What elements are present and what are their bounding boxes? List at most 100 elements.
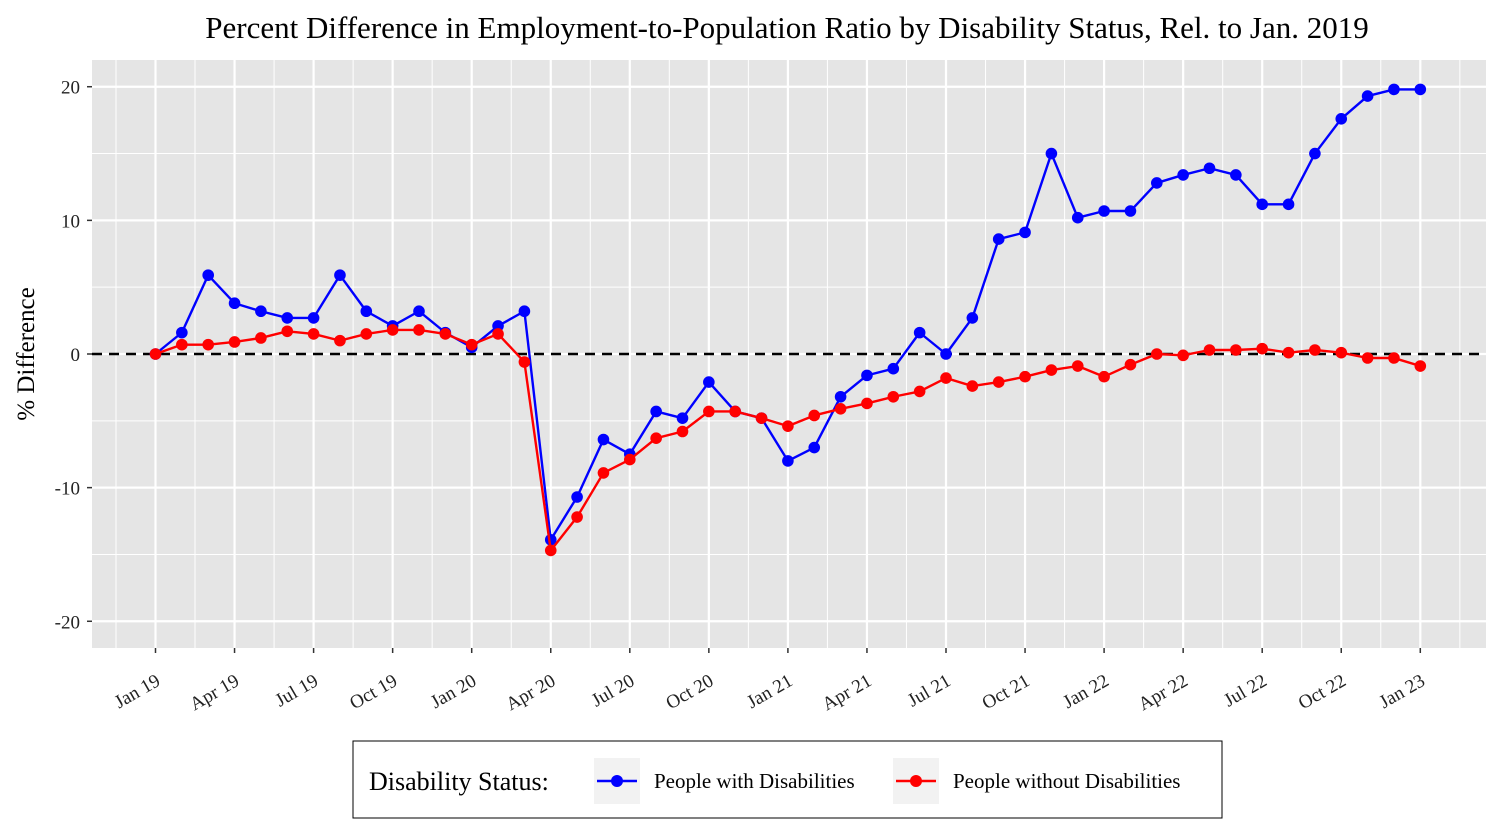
data-point bbox=[676, 425, 689, 438]
legend-label-with-disabilities: People with Disabilities bbox=[654, 769, 855, 793]
data-point bbox=[913, 326, 926, 339]
data-point bbox=[1019, 370, 1031, 383]
data-point bbox=[202, 338, 214, 351]
data-point bbox=[307, 312, 320, 324]
data-point bbox=[703, 376, 715, 388]
data-point bbox=[149, 348, 162, 360]
x-tick-label: Jan 23 bbox=[1376, 670, 1429, 713]
data-point bbox=[1388, 352, 1400, 364]
data-point bbox=[1045, 147, 1058, 160]
data-point bbox=[1256, 198, 1268, 211]
data-point bbox=[650, 432, 662, 444]
data-point bbox=[1203, 162, 1216, 175]
data-point bbox=[966, 312, 979, 324]
y-tick-label: 0 bbox=[71, 345, 81, 366]
data-point bbox=[887, 362, 900, 375]
data-point bbox=[1071, 360, 1084, 372]
data-point bbox=[1045, 364, 1058, 376]
data-point bbox=[1335, 113, 1348, 125]
x-tick-label: Oct 21 bbox=[979, 670, 1034, 714]
data-point bbox=[334, 269, 346, 281]
data-point bbox=[966, 380, 979, 392]
data-point bbox=[1414, 360, 1427, 372]
series-with-disabilities bbox=[149, 83, 1427, 546]
legend-key-point-with-disabilities bbox=[611, 775, 623, 787]
data-point bbox=[861, 369, 873, 382]
data-point bbox=[1282, 198, 1295, 211]
data-point bbox=[255, 332, 267, 344]
data-point bbox=[1124, 358, 1137, 371]
y-tick-label: -10 bbox=[55, 479, 80, 500]
data-point bbox=[808, 441, 821, 454]
legend-key-point-without-disabilities bbox=[910, 775, 922, 787]
data-point bbox=[755, 412, 768, 424]
data-point bbox=[228, 336, 241, 348]
x-tick-label: Apr 22 bbox=[1135, 670, 1192, 715]
data-point bbox=[1335, 346, 1348, 359]
data-point bbox=[492, 328, 504, 340]
data-point bbox=[1230, 169, 1242, 181]
chart-title: Percent Difference in Employment-to-Popu… bbox=[205, 10, 1368, 45]
data-point bbox=[1282, 346, 1295, 359]
data-point bbox=[676, 412, 689, 424]
data-point bbox=[281, 312, 294, 324]
data-point bbox=[1098, 205, 1110, 217]
data-point bbox=[1177, 349, 1189, 362]
data-point bbox=[202, 269, 214, 281]
data-point bbox=[1361, 90, 1374, 102]
data-point bbox=[940, 348, 952, 360]
data-point bbox=[624, 453, 636, 466]
y-axis-title: % Difference bbox=[13, 287, 40, 420]
data-point bbox=[782, 455, 794, 467]
x-axis: Jan 19 Apr 19 Jul 19 Oct 19 Jan 20 Apr 20 Jul … bbox=[111, 648, 1429, 715]
x-tick-label: Apr 20 bbox=[503, 670, 560, 715]
data-point bbox=[255, 305, 267, 318]
data-point bbox=[913, 385, 926, 398]
x-tick-label: Apr 21 bbox=[819, 670, 876, 715]
data-point bbox=[1098, 370, 1110, 383]
x-tick-label: Jul 19 bbox=[272, 670, 322, 711]
data-point bbox=[413, 324, 425, 336]
x-tick-label: Jul 21 bbox=[904, 670, 954, 711]
data-point bbox=[597, 433, 610, 446]
legend-label-without-disabilities: People without Disabilities bbox=[953, 769, 1180, 793]
data-point bbox=[413, 305, 425, 318]
data-point bbox=[597, 467, 610, 479]
data-point bbox=[1124, 205, 1137, 217]
data-point bbox=[782, 420, 794, 432]
data-point bbox=[729, 405, 741, 418]
series-without-disabilities bbox=[149, 324, 1427, 557]
data-point bbox=[1203, 344, 1216, 356]
data-point bbox=[1388, 83, 1400, 96]
data-point bbox=[360, 328, 373, 340]
data-point bbox=[307, 328, 320, 340]
data-point bbox=[1071, 211, 1084, 224]
data-point bbox=[1309, 344, 1321, 356]
data-point bbox=[808, 409, 821, 422]
data-point bbox=[1177, 169, 1189, 181]
data-point bbox=[386, 324, 399, 336]
data-point bbox=[992, 376, 1005, 388]
data-point bbox=[281, 325, 294, 338]
x-tick-label: Jan 21 bbox=[743, 670, 796, 713]
data-point bbox=[650, 405, 662, 418]
data-point bbox=[861, 397, 873, 410]
legend-frame bbox=[352, 740, 1223, 819]
data-point bbox=[940, 372, 952, 384]
series-layer bbox=[149, 83, 1427, 557]
x-tick-label: Jul 20 bbox=[588, 670, 638, 711]
data-point bbox=[571, 491, 583, 503]
x-tick-label: Oct 20 bbox=[662, 670, 717, 714]
data-point bbox=[703, 405, 715, 418]
data-point bbox=[360, 305, 373, 318]
x-tick-label: Jan 20 bbox=[427, 670, 480, 713]
x-tick-label: Oct 22 bbox=[1295, 670, 1350, 714]
data-point bbox=[1151, 177, 1163, 189]
legend: Disability Status: People with Disabilit… bbox=[352, 740, 1223, 819]
y-axis: 20 10 0 -10 -20 bbox=[55, 78, 92, 633]
x-tick-label: Jan 22 bbox=[1060, 670, 1113, 713]
data-point bbox=[834, 402, 847, 415]
y-tick-label: 10 bbox=[61, 211, 80, 232]
